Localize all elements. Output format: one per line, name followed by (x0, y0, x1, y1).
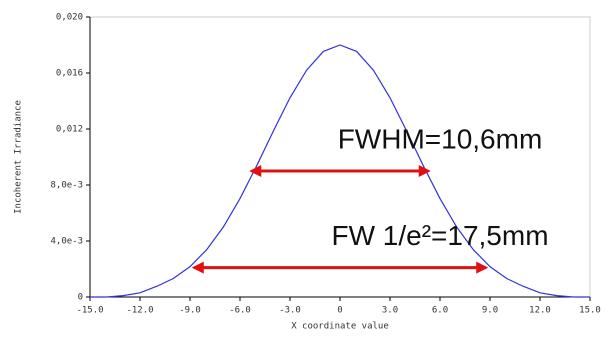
x-tick-label: 12.0 (529, 306, 551, 316)
y-tick-label: 8,0e-3 (50, 181, 83, 191)
x-tick-label: 0 (337, 306, 342, 316)
x-tick-label: -3.0 (279, 306, 301, 316)
x-tick-label: -9.0 (179, 306, 201, 316)
annotation-text: FWHM=10,6mm (338, 123, 543, 154)
x-tick-label: 15.0 (579, 306, 601, 316)
x-tick-label: 9.0 (482, 306, 498, 316)
y-tick-label: 0 (78, 293, 83, 303)
plot-frame (89, 16, 591, 298)
x-tick-label: 6.0 (432, 306, 448, 316)
y-axis-label: Incoherent Irradiance (14, 100, 24, 214)
y-tick-label: 4,0e-3 (50, 237, 83, 247)
y-tick-label: 0,016 (56, 69, 83, 79)
line-series (90, 44, 590, 298)
y-tick-label: 0,020 (56, 13, 83, 23)
x-axis-label: X coordinate value (291, 322, 389, 332)
annotation-text: FW 1/e²=17,5mm (331, 220, 548, 251)
x-tick-label: 3.0 (382, 306, 398, 316)
x-tick-label: -15.0 (76, 306, 103, 316)
y-tick-label: 0,012 (56, 125, 83, 135)
x-tick-label: -6.0 (229, 306, 251, 316)
x-tick-label: -12.0 (126, 306, 153, 316)
